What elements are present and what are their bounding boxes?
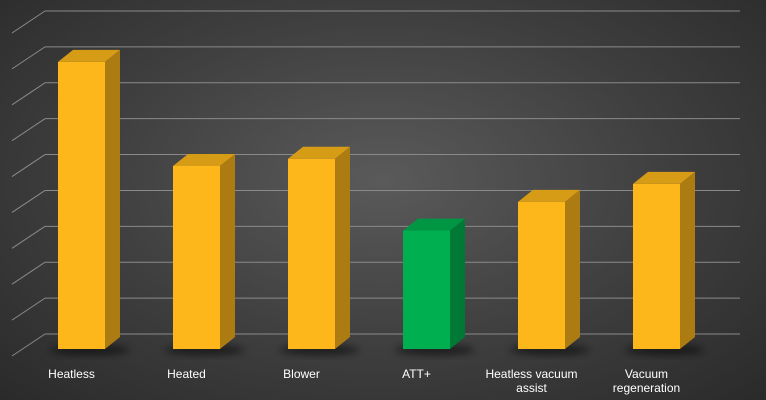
bar (288, 158, 335, 349)
x-tick-label: Heatless vacuum assist (485, 367, 578, 395)
grid-line-side (11, 261, 46, 285)
bar-side (105, 49, 120, 350)
grid-line-side (11, 82, 46, 106)
bar (403, 230, 450, 349)
bar-top (288, 146, 350, 159)
bar (518, 201, 565, 349)
grid-line-side (11, 225, 46, 249)
bar (633, 183, 680, 349)
x-tick-label: Vacuum regeneration (612, 367, 681, 395)
bar-top (633, 171, 695, 184)
grid-line-side (11, 154, 46, 177)
x-tick-label: ATT+ (402, 367, 431, 381)
bar-side (680, 171, 695, 349)
grid-line-side (11, 46, 46, 70)
x-tick-label: Heatless (48, 367, 95, 381)
grid-line-side (11, 333, 46, 357)
grid-line-side (11, 10, 46, 34)
bar-top (173, 153, 235, 166)
bar-side (335, 146, 350, 349)
bar-side (565, 189, 580, 349)
grid-line-side (11, 297, 46, 321)
bar (58, 61, 105, 350)
x-tick-label: Blower (283, 367, 320, 381)
bar-top (518, 189, 580, 202)
grid-line-side (11, 118, 46, 142)
bar-top (403, 218, 465, 231)
bar-side (450, 218, 465, 349)
bar-side (220, 153, 235, 349)
bar-top (58, 49, 120, 62)
x-tick-label: Heated (167, 367, 206, 381)
bar (173, 165, 220, 349)
grid-line-side (11, 190, 46, 213)
